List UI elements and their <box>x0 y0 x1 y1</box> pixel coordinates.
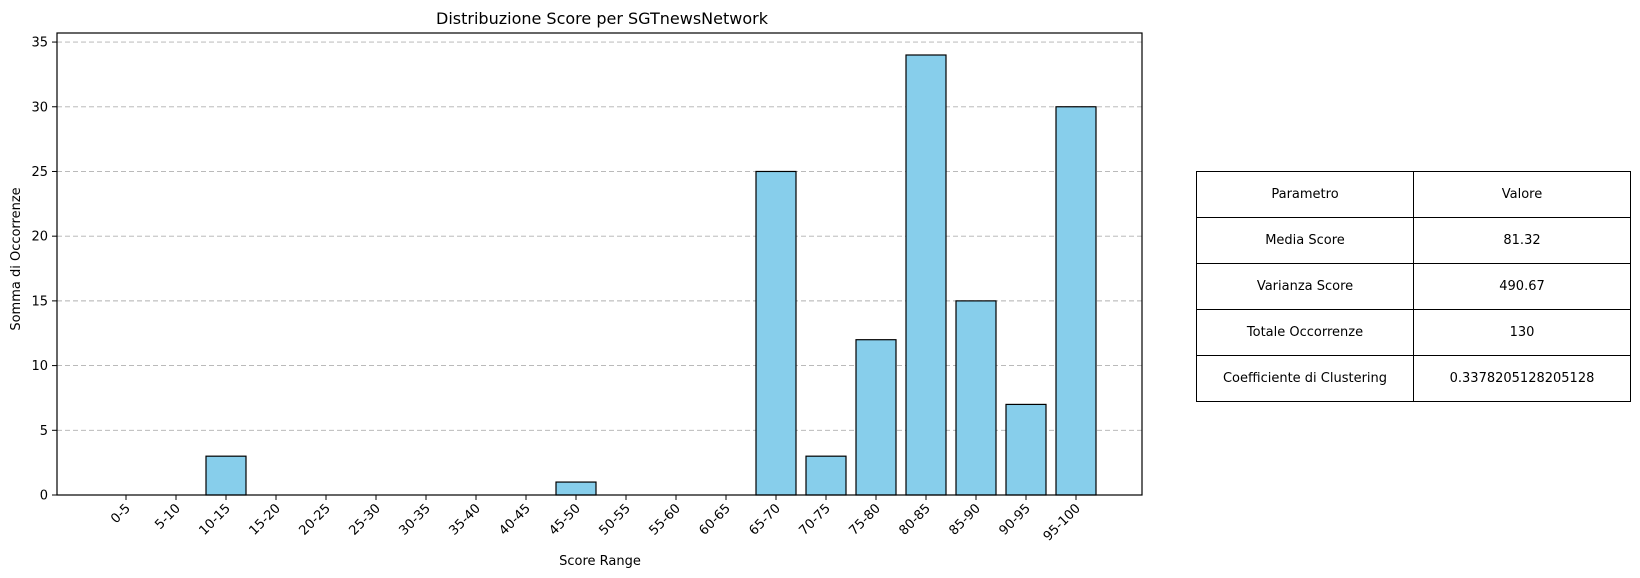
x-tick-label: 0-5 <box>108 501 134 527</box>
bar-90-95 <box>1005 403 1047 496</box>
x-tick-label: 20-25 <box>297 501 334 538</box>
table-row: Totale Occorrenze 130 <box>1196 309 1631 356</box>
plot-frame <box>56 32 1143 496</box>
bar-70-75 <box>805 455 847 496</box>
bar-80-85 <box>905 54 947 496</box>
x-tick-label: 30-35 <box>397 501 434 538</box>
x-tick-label: 60-65 <box>697 501 734 538</box>
x-tick-label: 25-30 <box>347 501 384 538</box>
param-value: 130 <box>1413 309 1631 356</box>
y-tick-label: 15 <box>31 294 48 309</box>
bars <box>205 54 1097 496</box>
y-tick-label: 35 <box>31 36 48 51</box>
x-tick-label: 65-70 <box>747 501 784 538</box>
x-tick-label: 70-75 <box>797 501 834 538</box>
param-name: Media Score <box>1196 217 1414 264</box>
x-tick-label: 80-85 <box>897 501 934 538</box>
chart-title: Distribuzione Score per SGTnewsNetwork <box>436 9 769 28</box>
y-tick-label: 25 <box>31 165 48 180</box>
x-tick-label: 90-95 <box>997 501 1034 538</box>
x-tick-label: 40-45 <box>497 501 534 538</box>
table-row: Media Score 81.32 <box>1196 217 1631 264</box>
x-tick-label: 35-40 <box>447 501 484 538</box>
bar-10-15 <box>205 455 247 496</box>
x-tick-label: 50-55 <box>597 501 634 538</box>
x-tick-label: 75-80 <box>847 501 884 538</box>
x-tick-label: 95-100 <box>1041 501 1084 544</box>
param-value: 81.32 <box>1413 217 1631 264</box>
y-tick-label: 5 <box>40 424 48 439</box>
param-name: Varianza Score <box>1196 263 1414 310</box>
bar-85-90 <box>955 300 997 496</box>
bar-75-80 <box>855 339 897 496</box>
bar-95-100 <box>1055 106 1097 496</box>
table-row: Coefficiente di Clustering 0.33782051282… <box>1196 355 1631 402</box>
stats-table: Parametro Valore Media Score 81.32 Varia… <box>1196 171 1631 402</box>
bar-65-70 <box>755 170 797 496</box>
bar-45-50 <box>555 481 597 496</box>
header-valore: Valore <box>1413 171 1631 218</box>
param-value: 490.67 <box>1413 263 1631 310</box>
y-tick-label: 10 <box>31 359 48 374</box>
x-tick-label: 15-20 <box>247 501 284 538</box>
y-axis: 0 5 10 15 20 25 30 35 <box>31 36 57 504</box>
param-name: Totale Occorrenze <box>1196 309 1414 356</box>
x-tick-label: 5-10 <box>152 501 183 532</box>
y-tick-label: 0 <box>40 489 48 504</box>
y-axis-label: Somma di Occorrenze <box>9 187 24 330</box>
x-tick-label: 55-60 <box>647 501 684 538</box>
y-tick-label: 20 <box>31 230 48 245</box>
param-name: Coefficiente di Clustering <box>1196 355 1414 402</box>
x-axis-label: Score Range <box>559 554 641 569</box>
x-tick-label: 85-90 <box>947 501 984 538</box>
x-tick-label: 45-50 <box>547 501 584 538</box>
y-tick-label: 30 <box>31 100 48 115</box>
x-axis: 0-5 5-10 10-15 15-20 20-25 25-30 30-35 35-40 40-… <box>108 495 1084 544</box>
table-header-row: Parametro Valore <box>1196 171 1631 218</box>
table-row: Varianza Score 490.67 <box>1196 263 1631 310</box>
x-tick-label: 10-15 <box>197 501 234 538</box>
param-value: 0.3378205128205128 <box>1413 355 1631 402</box>
header-parametro: Parametro <box>1196 171 1414 218</box>
